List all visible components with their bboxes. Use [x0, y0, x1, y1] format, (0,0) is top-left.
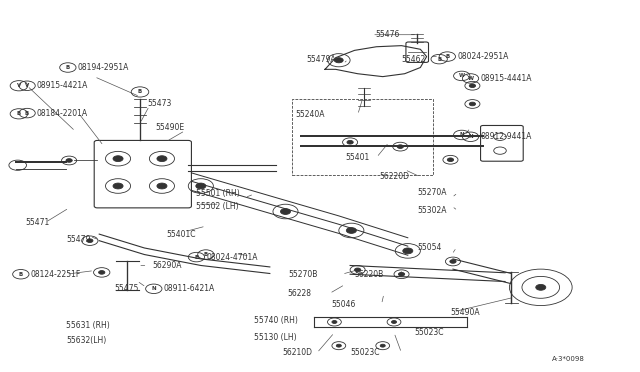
Text: 55023C: 55023C	[414, 328, 444, 337]
Bar	[292, 99, 433, 175]
Text: 55473: 55473	[148, 99, 172, 109]
Circle shape	[397, 145, 403, 148]
Circle shape	[469, 102, 476, 106]
Text: 56210D: 56210D	[282, 349, 312, 357]
Text: 08024-2951A: 08024-2951A	[457, 52, 509, 61]
Circle shape	[66, 159, 72, 162]
Text: 08184-2201A: 08184-2201A	[37, 109, 88, 118]
Circle shape	[347, 141, 353, 144]
Text: 55475: 55475	[115, 284, 139, 293]
Text: B: B	[204, 252, 208, 257]
Text: B: B	[445, 54, 449, 59]
Text: 55046: 55046	[332, 300, 356, 309]
Circle shape	[157, 156, 167, 161]
Text: B: B	[195, 254, 198, 260]
Text: 08911-6421A: 08911-6421A	[164, 284, 215, 293]
Circle shape	[346, 228, 356, 233]
Text: 08024-4701A: 08024-4701A	[206, 253, 258, 262]
Circle shape	[450, 260, 456, 263]
Text: V: V	[25, 83, 29, 88]
Text: B: B	[66, 65, 70, 70]
Text: B: B	[19, 272, 23, 277]
Circle shape	[332, 321, 337, 323]
Text: N: N	[468, 134, 473, 139]
Circle shape	[196, 183, 206, 189]
Text: 55240A: 55240A	[295, 110, 324, 119]
Circle shape	[469, 84, 476, 87]
Text: 55471: 55471	[25, 218, 49, 227]
Text: 08912-9441A: 08912-9441A	[480, 132, 532, 141]
Circle shape	[280, 209, 291, 214]
Text: B: B	[17, 111, 21, 116]
Text: 55502 (LH): 55502 (LH)	[196, 202, 239, 211]
Text: B: B	[25, 110, 29, 116]
Text: W: W	[467, 76, 474, 81]
Text: 08915-4441A: 08915-4441A	[480, 74, 532, 83]
Text: W: W	[459, 73, 465, 78]
Text: 55490E: 55490E	[156, 123, 185, 132]
Text: 55479: 55479	[66, 235, 90, 244]
Text: 55023C: 55023C	[350, 349, 380, 357]
Circle shape	[157, 183, 167, 189]
Text: 55476: 55476	[375, 30, 399, 39]
Circle shape	[335, 58, 343, 63]
Text: 55401C: 55401C	[166, 230, 196, 238]
Text: 08194-2951A: 08194-2951A	[77, 63, 129, 72]
Text: 55130 (LH): 55130 (LH)	[254, 333, 297, 342]
Circle shape	[113, 183, 123, 189]
Text: 55631 (RH): 55631 (RH)	[66, 321, 109, 330]
Circle shape	[403, 248, 413, 254]
Circle shape	[536, 285, 546, 290]
Text: 55490A: 55490A	[451, 308, 480, 317]
Text: 55632(LH): 55632(LH)	[66, 336, 106, 346]
Text: 55054: 55054	[417, 243, 442, 252]
Circle shape	[447, 158, 454, 161]
Text: 55302A: 55302A	[417, 206, 447, 215]
Text: 55270A: 55270A	[417, 188, 447, 197]
Text: N: N	[152, 286, 156, 291]
Text: V: V	[17, 83, 21, 88]
Text: N: N	[460, 132, 464, 138]
Text: 55401: 55401	[345, 153, 369, 162]
Text: B: B	[437, 57, 442, 62]
Text: A·3*0098: A·3*0098	[552, 356, 585, 362]
Text: 56220B: 56220B	[355, 270, 384, 279]
Circle shape	[113, 156, 123, 161]
Text: 56220D: 56220D	[380, 172, 410, 182]
Text: 55462: 55462	[401, 55, 426, 64]
Circle shape	[336, 344, 341, 347]
Circle shape	[398, 272, 404, 276]
Circle shape	[99, 270, 105, 274]
Circle shape	[86, 239, 93, 243]
Text: 08915-4421A: 08915-4421A	[37, 81, 88, 90]
Circle shape	[355, 268, 361, 272]
Text: 56228: 56228	[287, 289, 312, 298]
Text: 55270B: 55270B	[289, 270, 318, 279]
Text: B: B	[138, 89, 142, 94]
Text: 08124-2251F: 08124-2251F	[31, 270, 81, 279]
Text: 55479A: 55479A	[306, 55, 336, 64]
Text: 55740 (RH): 55740 (RH)	[254, 316, 298, 325]
Circle shape	[380, 344, 385, 347]
Circle shape	[392, 321, 397, 323]
Text: 56290A: 56290A	[152, 261, 181, 270]
Text: 55501 (RH): 55501 (RH)	[196, 189, 239, 198]
